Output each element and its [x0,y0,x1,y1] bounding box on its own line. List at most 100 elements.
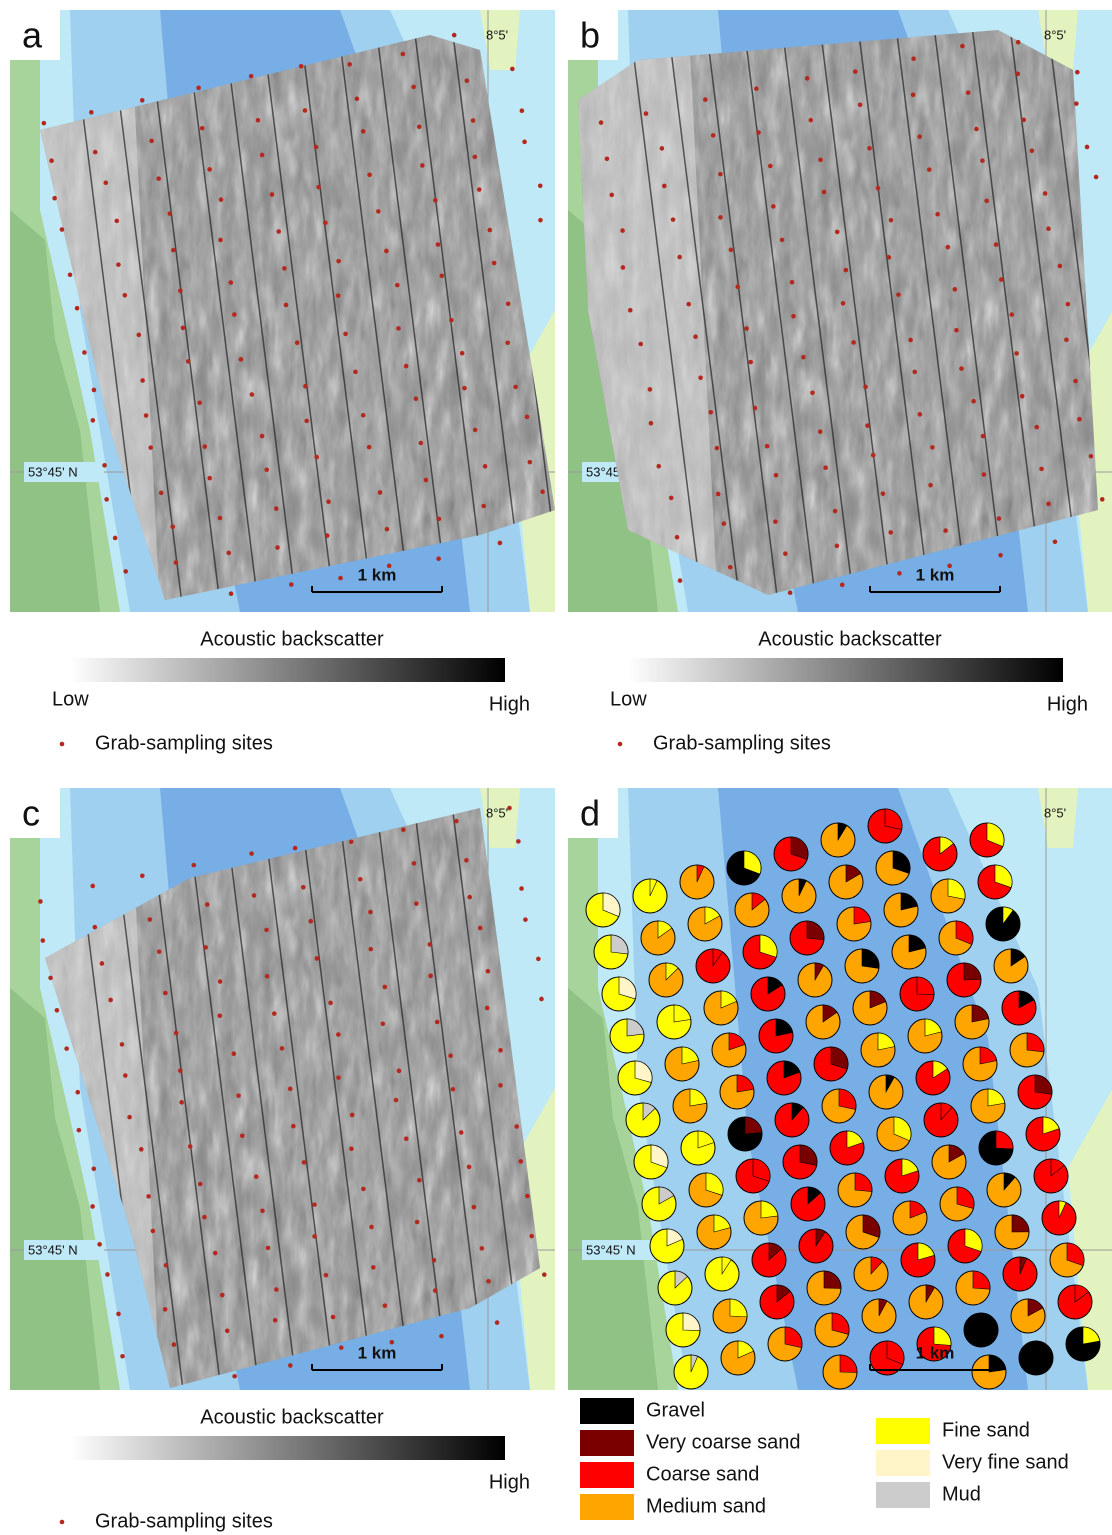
sampling-site [324,1273,329,1278]
sample-pie [885,1159,919,1193]
sample-pie [838,1173,872,1207]
sample-pie [815,1313,849,1347]
sampling-site [323,220,328,225]
sampling-site [414,396,419,401]
sampling-site [999,277,1004,282]
sampling-site [55,1008,60,1013]
sample-pie [869,1075,903,1109]
site-symbol [60,1520,65,1525]
sampling-site [331,1315,336,1320]
sampling-site [367,172,372,177]
sampling-site [439,1334,444,1339]
sampling-site [260,153,265,158]
sampling-site [367,445,372,450]
sample-pie [720,1075,754,1109]
sample-pie [610,1019,644,1053]
sampling-site [1021,118,1026,123]
sample-pie [932,1145,966,1179]
sample-pie [666,1313,700,1347]
legend-title: Acoustic backscatter [200,1406,384,1428]
sampling-site [203,945,208,950]
sample-pie [909,1285,943,1319]
sample-pie [987,1173,1021,1207]
sample-pie [642,1187,676,1221]
sampling-site [693,334,698,339]
sampling-site [312,1234,317,1239]
sampling-site [127,1115,132,1120]
sampling-site [383,985,388,990]
scale-label: 1 km [916,565,955,584]
sampling-site [178,1068,183,1073]
sample-pie [586,893,620,927]
sampling-site [100,961,105,966]
sampling-site [896,292,901,297]
sampling-site [498,1083,503,1088]
sample-pie [955,1005,989,1039]
sampling-site [1094,175,1099,180]
sample-pie [893,1201,927,1235]
sampling-site [284,303,289,308]
sampling-site [1014,351,1019,356]
sampling-site [157,949,162,954]
sample-pie [908,1019,942,1053]
sampling-site [378,490,383,495]
sampling-site [823,465,828,470]
sampling-site [529,1234,534,1239]
sample-pie [665,1047,699,1081]
sampling-site [361,129,366,134]
legend-high: High [489,1471,530,1493]
sampling-site [729,248,734,253]
sampling-site [518,1159,523,1164]
sampling-site [347,62,352,67]
legend-high: High [489,693,530,715]
sampling-site [116,1312,121,1317]
sampling-site [851,340,856,345]
sampling-site [718,172,723,177]
sampling-site [538,218,543,223]
sampling-site [1075,70,1080,75]
sampling-site [249,74,254,79]
sample-pie [1011,1299,1045,1333]
sampling-site [159,491,164,496]
sampling-site [188,1144,193,1149]
sample-pie [633,879,667,913]
sampling-site [42,121,47,126]
sampling-site [164,1263,169,1268]
sample-pie [775,1103,809,1137]
sampling-site [783,551,788,556]
sampling-site [478,926,483,931]
sample-pie [940,1187,974,1221]
sample-pie [823,1355,857,1389]
sample-pie [649,963,683,997]
map-panel: 53°45' N8°5'a1 km [10,10,601,612]
sampling-site [299,64,304,69]
sampling-site [908,338,913,343]
sampling-site [280,1046,285,1051]
sampling-site [448,1053,453,1058]
sampling-site [97,1242,102,1247]
legend-low: Low [610,688,647,710]
sampling-site [116,262,121,267]
sample-pie [673,1089,707,1123]
sampling-site [844,268,849,273]
sample-pie [963,1047,997,1081]
sampling-site [656,464,661,469]
sample-pie [1034,1159,1068,1193]
sampling-site [123,1073,128,1078]
sampling-site [232,312,237,317]
sample-pie [829,865,863,899]
sampling-site [522,140,527,145]
sample-pie [995,1215,1029,1249]
sample-pie [782,879,816,913]
sampling-site [678,578,683,583]
sampling-site [465,78,470,83]
sampling-site [229,280,234,285]
sampling-site [867,146,872,151]
sampling-site [336,293,341,298]
sampling-site [200,126,205,131]
sampling-site [417,124,422,129]
class-label: Coarse sand [646,1463,759,1485]
sampling-site [488,228,493,233]
sampling-site [275,545,280,550]
sample-pie [743,935,777,969]
